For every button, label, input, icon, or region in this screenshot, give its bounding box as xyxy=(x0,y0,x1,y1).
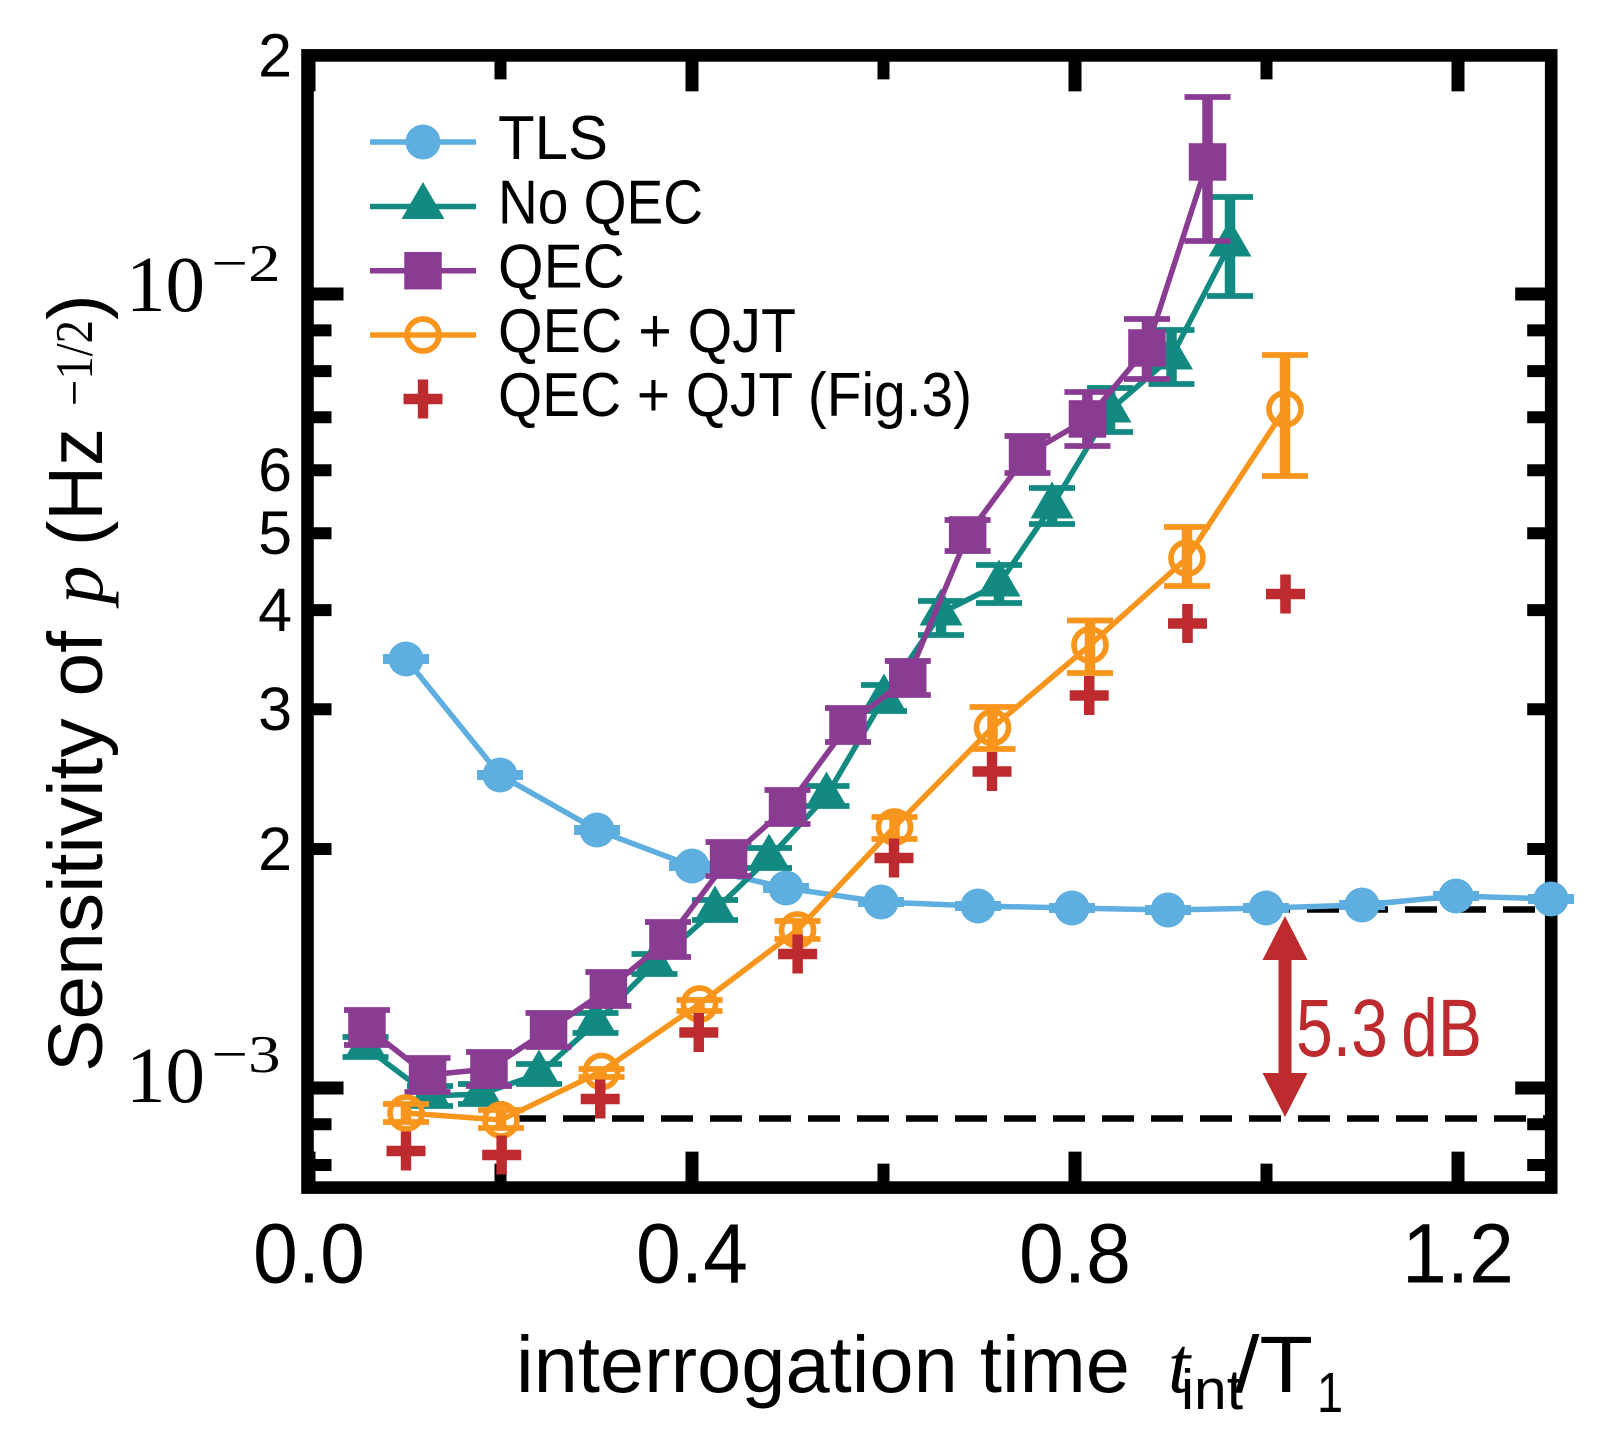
svg-text:2: 2 xyxy=(258,22,292,90)
svg-text:0.4: 0.4 xyxy=(636,1207,748,1301)
svg-text:2: 2 xyxy=(258,815,292,883)
svg-text:3: 3 xyxy=(258,675,292,743)
svg-text:t: t xyxy=(1168,1322,1192,1410)
svg-text:QEC + QJT: QEC + QJT xyxy=(498,297,796,366)
svg-text:): ) xyxy=(33,294,119,320)
svg-text:4: 4 xyxy=(258,576,292,644)
svg-text:0.0: 0.0 xyxy=(253,1207,365,1301)
svg-text:5: 5 xyxy=(258,499,292,567)
svg-text:10: 10 xyxy=(126,1033,205,1120)
svg-text:No QEC: No QEC xyxy=(498,169,703,238)
svg-text:1: 1 xyxy=(1317,1361,1343,1425)
svg-text:QEC: QEC xyxy=(498,233,625,302)
svg-text:5.3 dB: 5.3 dB xyxy=(1296,983,1482,1074)
svg-text:−3: −3 xyxy=(212,1026,281,1084)
svg-text:TLS: TLS xyxy=(498,104,608,173)
svg-text:(Hz: (Hz xyxy=(33,428,119,546)
svg-text:p: p xyxy=(33,566,119,610)
svg-text:0.8: 0.8 xyxy=(1019,1207,1131,1301)
svg-text:QEC + QJT (Fig.3): QEC + QJT (Fig.3) xyxy=(498,361,972,430)
svg-text:1.2: 1.2 xyxy=(1402,1207,1514,1301)
svg-text:6: 6 xyxy=(258,436,292,504)
svg-text:int: int xyxy=(1181,1358,1243,1422)
svg-text:Sensitivity of: Sensitivity of xyxy=(33,630,119,1072)
svg-text:10: 10 xyxy=(126,242,205,329)
svg-text:−1/2: −1/2 xyxy=(46,320,104,406)
svg-text:−2: −2 xyxy=(212,235,281,293)
svg-text:/T: /T xyxy=(1235,1320,1313,1409)
svg-text:interrogation time: interrogation time xyxy=(516,1320,1130,1409)
